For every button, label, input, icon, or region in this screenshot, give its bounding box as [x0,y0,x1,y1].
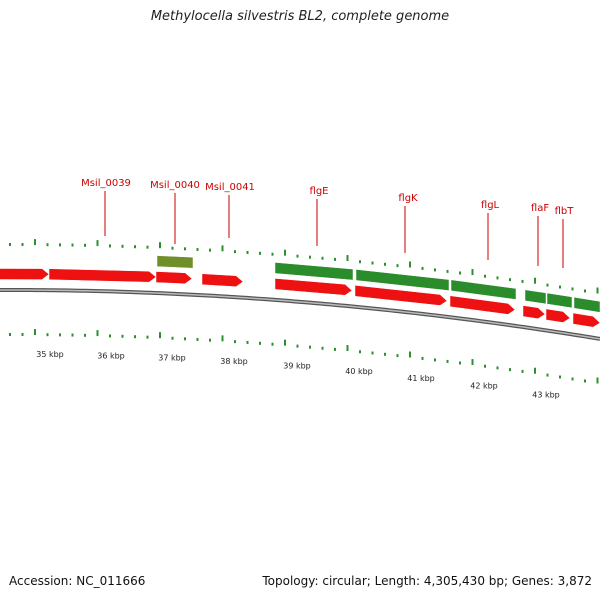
reverse-gene-box[interactable] [355,269,450,291]
gene-label[interactable]: Msil_0039 [81,178,131,189]
reverse-gene-box[interactable] [546,292,573,309]
reverse-gene-box[interactable] [573,296,600,313]
gene-label[interactable]: flgK [398,193,418,204]
forward-gene-arrow[interactable] [572,312,600,328]
forward-gene-arrow[interactable] [545,308,571,323]
gene-label[interactable]: flgL [481,200,500,211]
forward-gene-arrow[interactable] [201,273,244,287]
forward-gene-arrow[interactable] [522,305,546,319]
forward-gene-arrow[interactable] [48,268,157,283]
gene-label[interactable]: Msil_0040 [150,180,200,191]
scale-label: 43 kbp [532,390,560,399]
scale-label: 41 kbp [407,374,435,383]
scale-label: 39 kbp [283,362,311,371]
genome-axis-highlight [0,289,600,340]
reverse-gene-box[interactable] [450,279,517,300]
scale-label: 42 kbp [470,382,498,391]
gene-label[interactable]: Msil_0041 [205,182,255,193]
scale-label: 37 kbp [158,354,186,363]
scale-label: 36 kbp [97,351,125,360]
forward-gene-arrow[interactable] [354,285,448,306]
gene-label[interactable]: flbT [555,206,575,217]
map-title: Methylocella silvestris BL2, complete ge… [150,9,450,24]
genome-summary-text: Topology: circular; Length: 4,305,430 bp… [262,574,592,588]
forward-gene-arrow[interactable] [155,271,193,285]
pseudo-gene-box[interactable] [156,255,194,269]
forward-gene-arrow[interactable] [0,268,50,280]
scale-label: 35 kbp [36,350,64,359]
reverse-gene-box[interactable] [524,289,547,305]
scale-label: 40 kbp [345,367,373,376]
forward-gene-arrow[interactable] [449,295,516,315]
gene-label[interactable]: flaF [531,203,549,214]
reverse-gene-box[interactable] [274,262,354,281]
gene-label[interactable]: flgE [310,186,329,197]
forward-gene-arrow[interactable] [274,278,353,296]
scale-label: 38 kbp [220,357,248,366]
accession-text: Accession: NC_011666 [9,574,146,588]
